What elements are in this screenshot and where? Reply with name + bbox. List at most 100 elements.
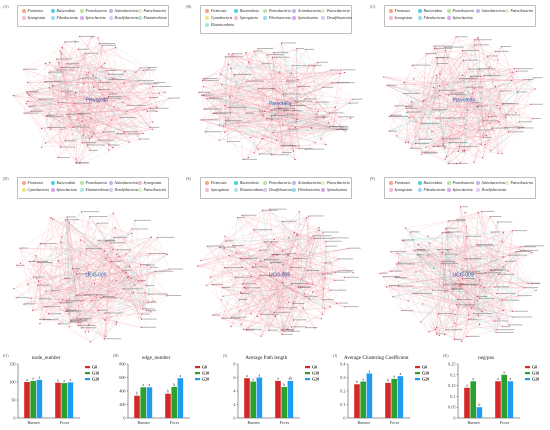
positive-edge: [220, 73, 316, 143]
network-node: [465, 258, 467, 260]
network-node: [16, 264, 18, 266]
positive-edge: [442, 71, 517, 139]
negative-edge: [221, 65, 309, 85]
positive-edge: [50, 129, 90, 139]
positive-edge: [448, 150, 463, 164]
node-label-mark: [284, 110, 303, 112]
positive-edge: [16, 240, 99, 298]
negative-edge: [444, 228, 446, 292]
network-node: [168, 268, 170, 270]
positive-edge: [411, 101, 492, 151]
legend-swatch: [305, 366, 310, 369]
node-label-mark: [293, 303, 305, 304]
network-node: [323, 288, 325, 290]
node-label-mark: [105, 338, 121, 340]
network-node: [413, 249, 415, 251]
positive-edge: [264, 259, 326, 264]
negative-edge: [398, 262, 442, 264]
positive-edge: [410, 231, 445, 335]
network-node: [122, 288, 124, 290]
negative-edge: [36, 211, 82, 279]
negative-edge: [228, 63, 280, 73]
network-node: [322, 86, 324, 88]
positive-edge: [37, 268, 73, 286]
network-node: [270, 262, 272, 264]
positive-edge: [29, 92, 166, 107]
legend-color-dot: [475, 181, 480, 185]
network-node: [240, 324, 242, 326]
network-node: [394, 105, 396, 107]
node-label-mark: [242, 214, 257, 216]
legend-item: Patescibacteria: [504, 181, 533, 185]
network-node: [503, 266, 505, 268]
node-label-mark: [463, 50, 479, 51]
network-node: [282, 93, 285, 95]
negative-edge: [392, 293, 414, 297]
bar: [470, 381, 476, 418]
network-node: [227, 63, 229, 65]
network-node: [335, 271, 337, 273]
legend-swatch: [305, 372, 310, 375]
legend-label: Bacteroidota: [423, 9, 443, 13]
legend-color-dot: [21, 16, 26, 20]
network-node: [201, 79, 204, 82]
network-node: [286, 80, 288, 82]
legend-item: Actinobacteriota: [108, 9, 139, 13]
positive-edge: [409, 90, 440, 118]
network-node: [252, 229, 255, 231]
positive-edge: [469, 69, 482, 145]
node-label-mark: [104, 131, 115, 133]
positive-edge: [282, 70, 332, 126]
node-label-mark: [290, 128, 298, 130]
positive-edge: [422, 60, 464, 102]
positive-edge: [48, 72, 77, 163]
positive-edge: [204, 79, 299, 110]
legend-item: Cyanobacteria: [21, 188, 49, 192]
negative-edge: [206, 258, 241, 286]
positive-edge: [386, 286, 513, 312]
positive-edge: [205, 74, 221, 132]
node-label-mark: [326, 240, 342, 242]
network-node: [220, 299, 222, 301]
node-label-mark: [49, 71, 63, 73]
positive-edge: [291, 283, 299, 288]
positive-edge: [48, 69, 144, 73]
network-node: [433, 47, 435, 50]
positive-edge: [45, 98, 105, 144]
node-label-mark: [323, 86, 334, 88]
chart-letter: (I): [223, 353, 228, 358]
positive-edge: [76, 45, 103, 164]
positive-edge: [112, 82, 156, 148]
positive-edge: [61, 67, 91, 151]
node-label-mark: [396, 277, 407, 278]
negative-edge: [436, 75, 446, 159]
network-node: [307, 270, 309, 272]
positive-edge: [259, 250, 262, 337]
node-label-mark: [243, 283, 257, 285]
network-node: [60, 302, 62, 304]
positive-edge: [281, 124, 283, 146]
node-label-mark: [274, 253, 290, 255]
positive-edge: [242, 267, 313, 285]
positive-edge: [288, 237, 324, 289]
legend-item: Spirochaetota: [50, 188, 77, 192]
positive-edge: [462, 107, 478, 151]
network-node: [423, 100, 425, 102]
node-label-mark: [151, 107, 169, 109]
node-label-mark: [327, 245, 338, 247]
positive-edge: [433, 122, 490, 147]
network-node: [518, 295, 520, 297]
network-node: [447, 163, 449, 165]
legend-label: Patescibacteria: [510, 9, 534, 13]
positive-edge: [88, 271, 151, 313]
network-node: [273, 52, 275, 54]
positive-edge: [43, 302, 61, 307]
node-label-mark: [306, 48, 315, 50]
negative-edge: [396, 101, 412, 136]
y-tick-label: 0: [453, 416, 455, 421]
node-label-mark: [32, 110, 43, 112]
negative-edge: [16, 278, 65, 298]
node-label-mark: [495, 320, 508, 322]
positive-edge: [146, 237, 158, 286]
node-label-mark: [67, 300, 85, 302]
